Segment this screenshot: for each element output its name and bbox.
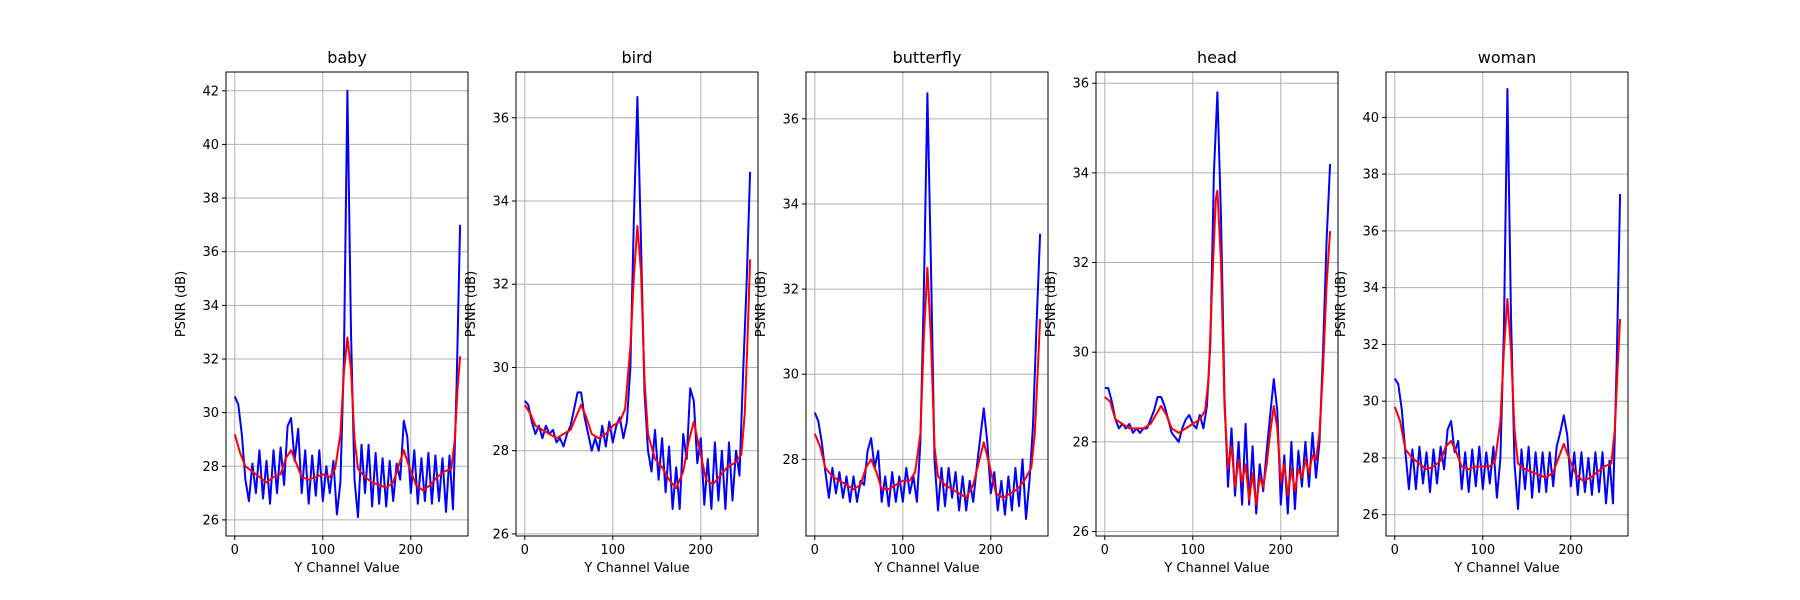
- plot-frame: [515, 71, 759, 537]
- subplot-2: 0 100 200 28 30 32 34 36 butterfly Y Channel Valu…: [754, 48, 1049, 576]
- y-tick-label: 30: [1362, 395, 1379, 410]
- series-line-0: [1393, 88, 1622, 510]
- y-tick-label: 34: [492, 195, 509, 210]
- x-tick-label: 0: [1101, 543, 1109, 558]
- subplot-title: bird: [621, 48, 652, 67]
- x-tick-label: 200: [1558, 543, 1583, 558]
- y-axis-label: PSNR (dB): [754, 271, 769, 337]
- y-tick-label: 30: [202, 406, 219, 421]
- x-axis-label: Y Channel Value: [873, 561, 979, 576]
- series-line-1: [233, 336, 462, 492]
- y-axis-label: PSNR (dB): [1334, 271, 1349, 337]
- y-tick-label: 34: [202, 299, 219, 314]
- series-line-0: [524, 96, 752, 510]
- x-tick-label: 100: [1470, 543, 1495, 558]
- series-line-1: [1104, 189, 1332, 506]
- subplot-3: 0 100 200 26 28 30 32 34 36 head Y Channel Value PS…: [1044, 48, 1339, 576]
- plot-frame: [1385, 71, 1629, 537]
- subplot-title: woman: [1478, 48, 1536, 67]
- x-tick-label: 0: [521, 543, 529, 558]
- y-tick-label: 34: [1362, 281, 1379, 296]
- x-tick-label: 0: [231, 543, 239, 558]
- x-tick-label: 100: [890, 543, 915, 558]
- series-line-1: [523, 225, 752, 490]
- y-axis-label: PSNR (dB): [1044, 271, 1059, 337]
- y-tick-label: 36: [1072, 77, 1089, 92]
- y-tick-label: 26: [492, 527, 509, 542]
- subplot-title: baby: [327, 48, 367, 67]
- y-tick-label: 40: [1362, 111, 1379, 126]
- subplot-0: 0 100 200 26 28 30 32 34 36 38 40 42 baby Y Channel V…: [174, 48, 469, 576]
- y-tick-label: 32: [492, 278, 509, 293]
- x-tick-label: 200: [398, 543, 423, 558]
- x-tick-label: 200: [978, 543, 1003, 558]
- y-tick-label: 26: [1072, 525, 1089, 540]
- x-tick-label: 200: [1268, 543, 1293, 558]
- y-tick-label: 32: [782, 283, 799, 298]
- plot-frame: [805, 71, 1049, 537]
- x-tick-label: 100: [1180, 543, 1205, 558]
- y-tick-label: 30: [492, 361, 509, 376]
- subplot-4: 0 100 200 26 28 30 32 34 36 38 40 woman Y Channel Va…: [1334, 48, 1629, 576]
- y-tick-label: 34: [1072, 166, 1089, 181]
- y-tick-label: 28: [492, 444, 509, 459]
- y-tick-label: 30: [1072, 346, 1089, 361]
- y-tick-label: 28: [782, 453, 799, 468]
- y-tick-label: 26: [202, 513, 219, 528]
- y-tick-label: 32: [1072, 256, 1089, 271]
- subplot-title: butterfly: [893, 48, 962, 67]
- x-axis-label: Y Channel Value: [583, 561, 689, 576]
- plot-frame: [1095, 71, 1339, 537]
- x-tick-label: 200: [688, 543, 713, 558]
- y-tick-label: 32: [202, 352, 219, 367]
- x-tick-label: 100: [600, 543, 625, 558]
- series-line-1: [813, 266, 1042, 499]
- y-tick-label: 36: [202, 245, 219, 260]
- y-tick-label: 42: [202, 84, 219, 99]
- y-tick-label: 26: [1362, 508, 1379, 523]
- series-line-0: [1104, 91, 1332, 515]
- series-line-1: [1393, 298, 1622, 482]
- y-tick-label: 38: [202, 192, 219, 207]
- y-tick-label: 36: [782, 112, 799, 127]
- y-tick-label: 36: [492, 111, 509, 126]
- x-tick-label: 0: [811, 543, 819, 558]
- subplot-title: head: [1197, 48, 1237, 67]
- y-axis-label: PSNR (dB): [174, 271, 189, 337]
- plot-frame: [225, 71, 469, 537]
- y-tick-label: 38: [1362, 168, 1379, 183]
- y-tick-label: 36: [1362, 224, 1379, 239]
- x-tick-label: 100: [310, 543, 335, 558]
- y-tick-label: 28: [1072, 435, 1089, 450]
- y-tick-label: 30: [782, 368, 799, 383]
- y-tick-label: 34: [782, 197, 799, 212]
- series-line-0: [233, 89, 462, 519]
- y-tick-label: 32: [1362, 338, 1379, 353]
- x-axis-label: Y Channel Value: [1163, 561, 1269, 576]
- x-axis-label: Y Channel Value: [1453, 561, 1559, 576]
- subplot-1: 0 100 200 26 28 30 32 34 36 bird Y Channel Value PS…: [464, 48, 759, 576]
- y-tick-label: 28: [202, 460, 219, 475]
- y-axis-label: PSNR (dB): [464, 271, 479, 337]
- series-line-0: [813, 92, 1042, 520]
- x-tick-label: 0: [1391, 543, 1399, 558]
- y-tick-label: 40: [202, 138, 219, 153]
- x-axis-label: Y Channel Value: [293, 561, 399, 576]
- y-tick-label: 28: [1362, 451, 1379, 466]
